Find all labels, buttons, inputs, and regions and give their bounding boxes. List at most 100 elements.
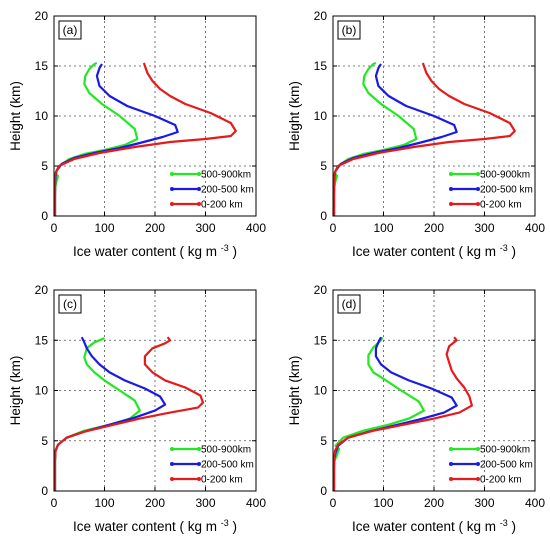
legend-marker	[197, 187, 201, 191]
y-tick-label: 0	[320, 484, 327, 498]
legend-marker	[170, 477, 174, 481]
legend-marker	[449, 447, 453, 451]
legend-marker	[197, 202, 201, 206]
legend-entry: 500-900km	[201, 170, 251, 181]
legend-marker	[476, 172, 480, 176]
y-axis-label: Height (km)	[287, 356, 302, 426]
panel-tag: (d)	[342, 297, 357, 311]
y-tick-label: 5	[41, 159, 48, 173]
x-tick-label: 0	[51, 496, 58, 510]
y-tick-label: 0	[320, 209, 327, 223]
series-line-green	[53, 61, 139, 216]
x-tick-label: 100	[373, 221, 393, 235]
x-tick-label: 200	[145, 496, 165, 510]
panel-tag-box	[58, 20, 82, 40]
y-tick-label: 20	[35, 9, 49, 23]
x-tick-label: 0	[51, 221, 58, 235]
legend-marker	[449, 462, 453, 466]
series-line-red	[53, 336, 205, 491]
legend-entry: 200-500 km	[480, 185, 533, 196]
legend-entry: 0-200 km	[201, 200, 243, 211]
y-tick-label: 15	[314, 59, 328, 73]
y-tick-label: 15	[35, 59, 49, 73]
x-tick-label: 300	[474, 496, 494, 510]
y-tick-label: 10	[35, 109, 49, 123]
x-tick-label: 400	[525, 496, 545, 510]
legend-marker	[170, 187, 174, 191]
x-tick-label: 400	[246, 221, 266, 235]
legend-marker	[476, 447, 480, 451]
legend-entry: 200-500 km	[201, 185, 254, 196]
legend-marker	[449, 477, 453, 481]
legend-entry: 0-200 km	[480, 475, 522, 486]
panel-tag: (c)	[63, 297, 77, 311]
legend: 500-900km 200-500 km 0-200 km	[449, 170, 533, 211]
x-tick-label: 100	[94, 221, 114, 235]
y-tick-label: 5	[41, 434, 48, 448]
legend-marker	[476, 477, 480, 481]
x-tick-label: 300	[195, 221, 215, 235]
legend-marker	[170, 447, 174, 451]
legend-entry: 500-900km	[201, 445, 251, 456]
legend-entry: 0-200 km	[480, 200, 522, 211]
legend-marker	[449, 172, 453, 176]
x-tick-label: 400	[525, 221, 545, 235]
series-line-green	[332, 61, 418, 216]
legend-marker	[197, 447, 201, 451]
legend-entry: 200-500 km	[201, 460, 254, 471]
y-tick-label: 20	[314, 283, 328, 297]
legend-entry: 200-500 km	[480, 460, 533, 471]
y-tick-label: 20	[35, 283, 49, 297]
x-axis-label: Ice water content ( kg m -3 )	[352, 243, 516, 259]
panel-2: 0 100 200 300 400 0 5 10 15 20 (b) Ice water conten…	[287, 9, 545, 259]
legend-marker	[449, 187, 453, 191]
legend: 500-900km 200-500 km 0-200 km	[449, 445, 533, 486]
legend-marker	[170, 202, 174, 206]
y-tick-label: 20	[314, 9, 328, 23]
y-tick-label: 0	[41, 484, 48, 498]
y-axis-label: Height (km)	[8, 356, 23, 426]
y-axis-label: Height (km)	[8, 81, 23, 151]
panel-tag-box	[337, 294, 361, 314]
legend-marker	[170, 462, 174, 466]
y-tick-label: 10	[314, 109, 328, 123]
legend-marker	[170, 172, 174, 176]
x-tick-label: 200	[145, 221, 165, 235]
x-tick-label: 400	[246, 496, 266, 510]
legend-marker	[476, 187, 480, 191]
panel-tag-box	[337, 20, 361, 40]
panel-3: 0 100 200 300 400 0 5 10 15 20 (c) Ice water conten…	[8, 283, 266, 534]
legend-entry: 500-900km	[480, 170, 530, 181]
series-line-blue	[332, 336, 458, 491]
x-axis-label: Ice water content ( kg m -3 )	[73, 243, 237, 259]
x-axis-label: Ice water content ( kg m -3 )	[73, 518, 237, 534]
panel-4: 0 100 200 300 400 0 5 10 15 20 (d) Ice water conten…	[287, 283, 545, 534]
legend: 500-900km 200-500 km 0-200 km	[170, 170, 254, 211]
legend-marker	[197, 477, 201, 481]
legend-entry: 500-900km	[480, 445, 530, 456]
y-tick-label: 5	[320, 434, 327, 448]
x-tick-label: 200	[424, 221, 444, 235]
panel-tag: (b)	[342, 23, 357, 37]
legend-marker	[476, 462, 480, 466]
panel-1: 0 100 200 300 400 0 5 10 15 20 (a) Ice water conten…	[8, 9, 266, 259]
legend-marker	[449, 202, 453, 206]
y-tick-label: 10	[314, 384, 328, 398]
x-tick-label: 200	[424, 496, 444, 510]
x-tick-label: 100	[373, 496, 393, 510]
y-tick-label: 10	[35, 384, 49, 398]
series-line-red	[332, 336, 473, 491]
y-tick-label: 15	[314, 333, 328, 347]
legend: 500-900km 200-500 km 0-200 km	[170, 445, 254, 486]
legend-marker	[197, 172, 201, 176]
series-line-red	[53, 62, 237, 216]
x-tick-label: 100	[94, 496, 114, 510]
x-tick-label: 300	[474, 221, 494, 235]
legend-marker	[197, 462, 201, 466]
y-tick-label: 0	[41, 209, 48, 223]
legend-marker	[476, 202, 480, 206]
x-tick-label: 300	[195, 496, 215, 510]
panel-tag-box	[58, 294, 82, 314]
y-tick-label: 15	[35, 333, 49, 347]
